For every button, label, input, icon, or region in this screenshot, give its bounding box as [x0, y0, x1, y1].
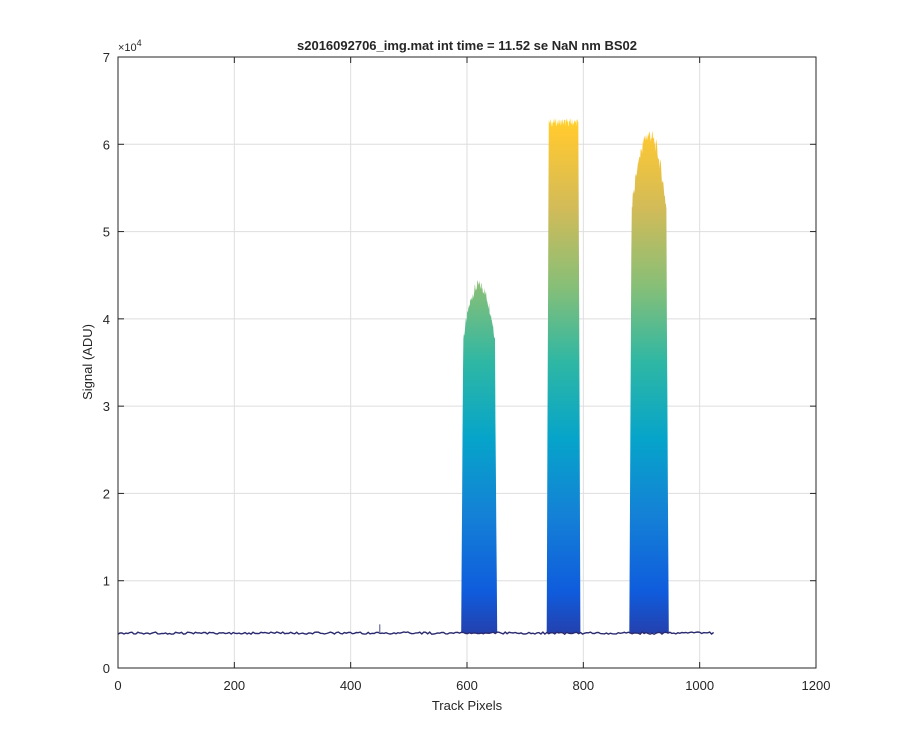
- y-tick-label: 0: [103, 661, 110, 676]
- x-tick-label: 0: [114, 678, 121, 693]
- y-tick-label: 4: [103, 312, 110, 327]
- x-tick-label: 400: [340, 678, 362, 693]
- x-tick-label: 1000: [685, 678, 714, 693]
- x-tick-label: 200: [223, 678, 245, 693]
- peak-area: [546, 118, 581, 634]
- baseline-line: [118, 631, 715, 636]
- x-tick-label: 600: [456, 678, 478, 693]
- y-tick-label: 6: [103, 137, 110, 152]
- y-axis-label: Signal (ADU): [80, 324, 95, 400]
- y-tick-label: 2: [103, 486, 110, 501]
- y-tick-label: 7: [103, 50, 110, 65]
- x-axis-ticks: 0 200 400 600 800 1000 1200: [114, 57, 830, 693]
- peak-area: [629, 130, 669, 634]
- data-area: [118, 118, 715, 636]
- y-tick-label: 3: [103, 399, 110, 414]
- x-tick-label: 800: [572, 678, 594, 693]
- x-axis-label: Track Pixels: [432, 698, 503, 713]
- y-axis-exponent: ×104: [118, 38, 142, 54]
- y-tick-label: 1: [103, 574, 110, 589]
- x-tick-label: 1200: [802, 678, 831, 693]
- chart-title: s2016092706_img.mat int time = 11.52 se …: [297, 38, 637, 53]
- peak-area: [461, 280, 498, 634]
- y-axis-ticks: 0 1 2 3 4 5 6 7: [103, 50, 816, 676]
- y-tick-label: 5: [103, 225, 110, 240]
